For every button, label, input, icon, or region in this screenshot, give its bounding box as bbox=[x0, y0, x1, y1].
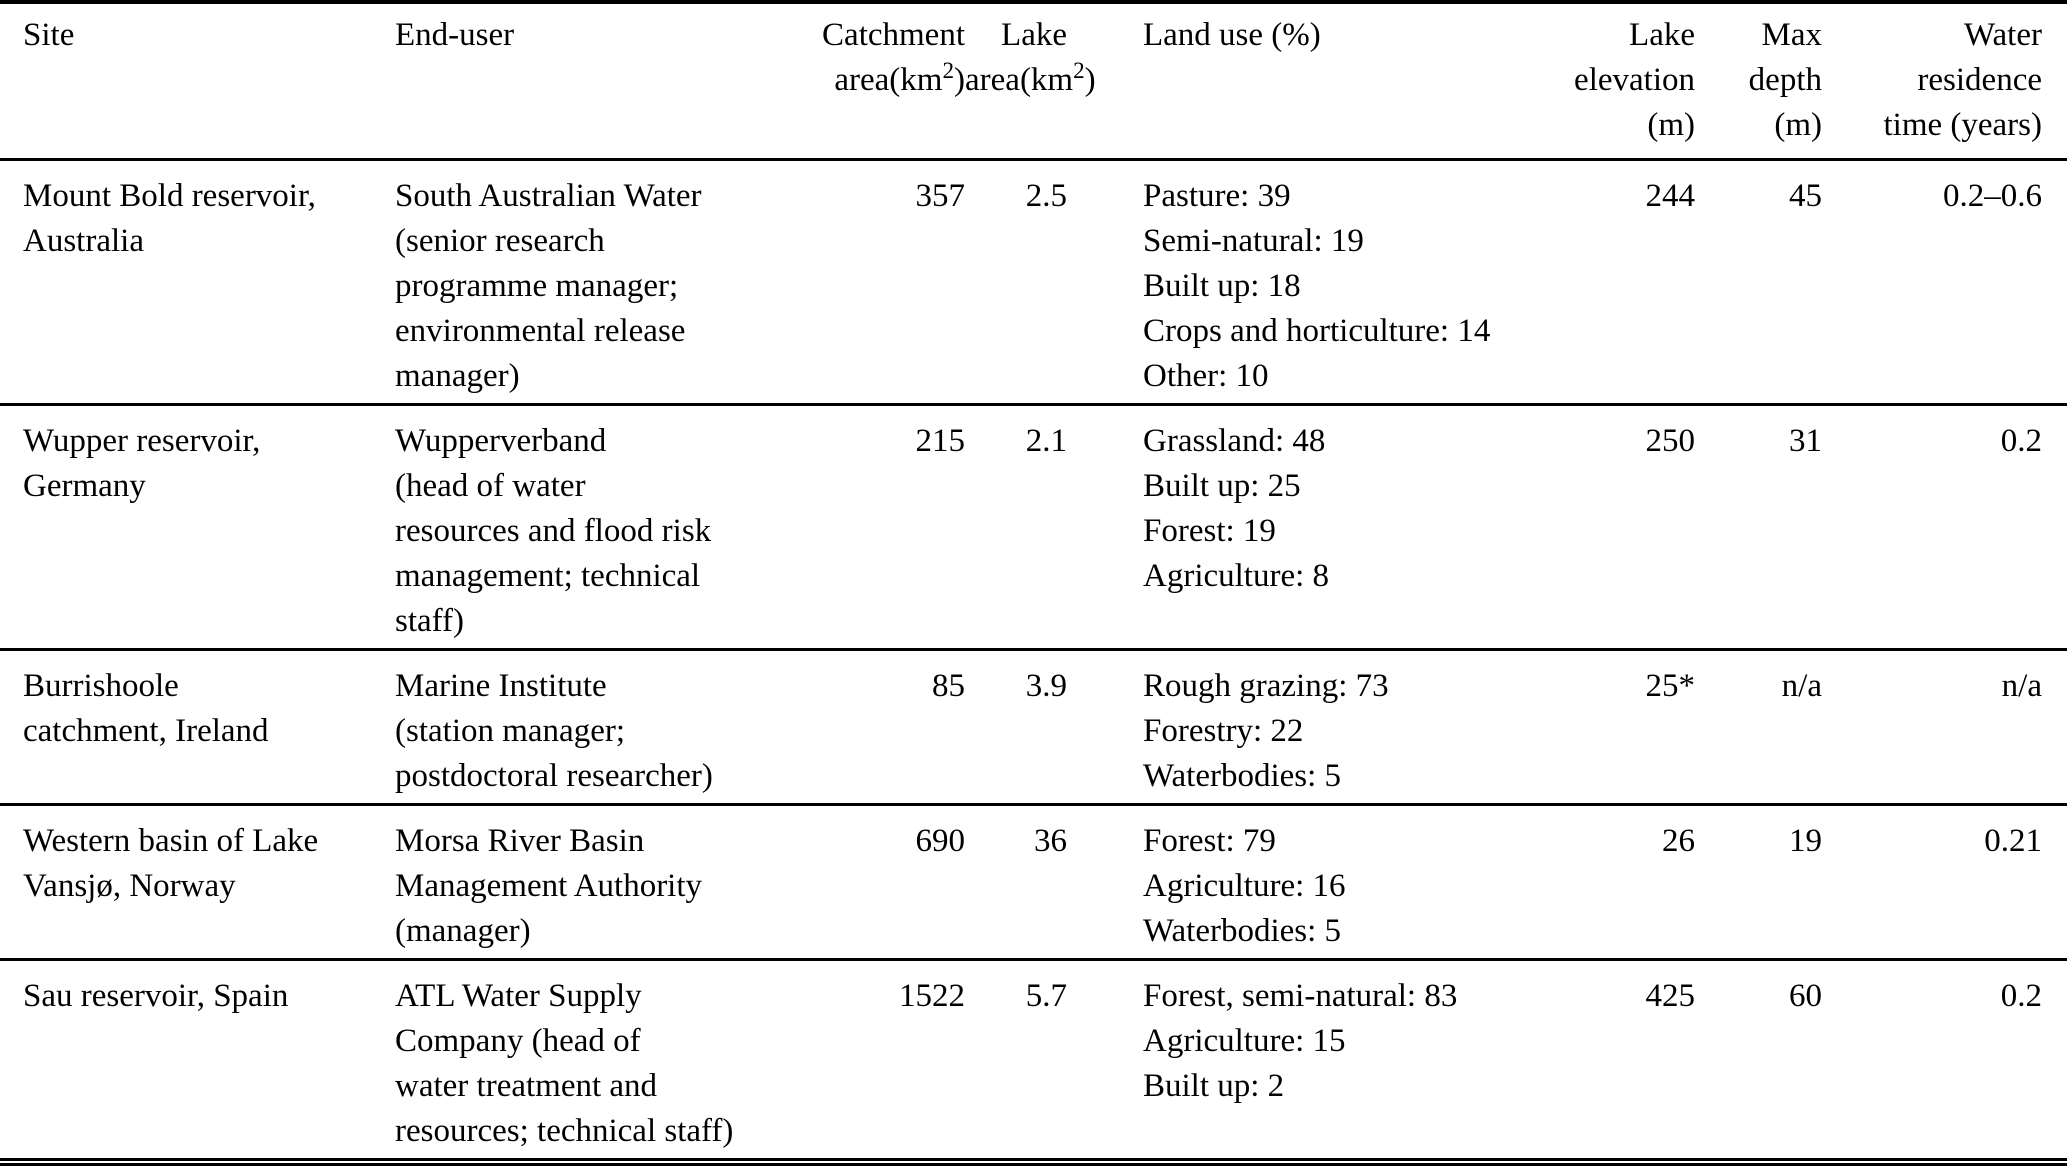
lake-area-unit: (km2) bbox=[1019, 57, 1096, 98]
site-cell: Mount Bold reservoir, Australia bbox=[23, 178, 316, 259]
max-depth-cell: 31 bbox=[1789, 423, 1822, 459]
end-user-cell: South Australian Water (senior research … bbox=[395, 178, 702, 394]
end-user-cell: Marine Institute (station manager; postd… bbox=[395, 668, 713, 794]
site-cell: Wupper reservoir, Germany bbox=[23, 423, 261, 504]
lake-area-cell: 5.7 bbox=[1025, 978, 1067, 1014]
lake-area-cell: 2.5 bbox=[1025, 178, 1067, 214]
lake-elevation-cell: 26 bbox=[1662, 823, 1695, 859]
lake-area-cell: 36 bbox=[1034, 823, 1067, 859]
catchment-area-cell: 85 bbox=[932, 668, 965, 704]
header-row: Site End-user Catchment area(km2) Lake a… bbox=[0, 2, 2067, 161]
column-header-max-depth: Max depth (m) bbox=[1695, 2, 1822, 161]
max-depth-cell: n/a bbox=[1781, 668, 1822, 704]
table-row-sau: Sau reservoir, Spain ATL Water Supply Co… bbox=[0, 959, 2067, 1163]
end-user-cell: Wupperverband (head of water resources a… bbox=[395, 423, 712, 639]
lake-elevation-cell: 244 bbox=[1645, 178, 1696, 214]
lake-area-cell: 3.9 bbox=[1025, 668, 1067, 704]
end-user-cell: ATL Water Supply Company (head of water … bbox=[395, 978, 734, 1149]
water-residence-cell: 0.2 bbox=[2000, 978, 2042, 1014]
catchment-area-cell: 1522 bbox=[899, 978, 965, 1014]
water-residence-cell: 0.21 bbox=[1984, 823, 2042, 859]
water-residence-cell: n/a bbox=[2001, 668, 2042, 704]
end-user-cell: Morsa River Basin Management Authority (… bbox=[395, 823, 703, 949]
superscript-2: 2 bbox=[942, 57, 954, 83]
land-use-cell: Forest, semi-natural: 83 Agriculture: 15… bbox=[1143, 978, 1458, 1104]
column-header-land-use: Land use (%) bbox=[1070, 2, 1560, 161]
table-header: Site End-user Catchment area(km2) Lake a… bbox=[0, 2, 2067, 161]
table-row-mount-bold: Mount Bold reservoir, Australia South Au… bbox=[0, 160, 2067, 405]
catchment-area-cell: 215 bbox=[915, 423, 966, 459]
max-depth-cell: 19 bbox=[1789, 823, 1822, 859]
column-header-end-user: End-user bbox=[390, 2, 790, 161]
table-row-wupper: Wupper reservoir, Germany Wupperverband … bbox=[0, 404, 2067, 650]
lake-elevation-cell: 25* bbox=[1645, 668, 1696, 704]
max-depth-cell: 45 bbox=[1789, 178, 1822, 214]
table-row-burrishoole: Burrishoole catchment, Ireland Marine In… bbox=[0, 649, 2067, 805]
site-cell: Burrishoole catchment, Ireland bbox=[23, 668, 269, 749]
land-use-cell: Pasture: 39 Semi-natural: 19 Built up: 1… bbox=[1143, 178, 1491, 394]
table-body: Mount Bold reservoir, Australia South Au… bbox=[0, 160, 2067, 1163]
max-depth-cell: 60 bbox=[1789, 978, 1822, 1014]
table-row-vansjo: Western basin of Lake Vansjø, Norway Mor… bbox=[0, 804, 2067, 960]
site-cell: Western basin of Lake Vansjø, Norway bbox=[23, 823, 319, 904]
superscript-2: 2 bbox=[1073, 57, 1085, 83]
catchment-area-cell: 357 bbox=[915, 178, 966, 214]
lake-elevation-cell: 425 bbox=[1645, 978, 1696, 1014]
water-residence-cell: 0.2–0.6 bbox=[1943, 178, 2042, 214]
column-header-site: Site bbox=[0, 2, 390, 161]
lake-elevation-cell: 250 bbox=[1645, 423, 1696, 459]
water-residence-cell: 0.2 bbox=[2000, 423, 2042, 459]
catchment-unit: (km2) bbox=[889, 57, 965, 98]
land-use-cell: Forest: 79 Agriculture: 16 Waterbodies: … bbox=[1143, 823, 1346, 949]
land-use-cell: Rough grazing: 73 Forestry: 22 Waterbodi… bbox=[1143, 668, 1389, 794]
land-use-cell: Grassland: 48 Built up: 25 Forest: 19 Ag… bbox=[1143, 423, 1330, 594]
column-header-catchment-area: Catchment area(km2) bbox=[790, 2, 965, 161]
column-header-water-residence-time: Water residence time (years) bbox=[1822, 2, 2067, 161]
column-header-lake-elevation: Lake elevation (m) bbox=[1560, 2, 1695, 161]
site-cell: Sau reservoir, Spain bbox=[23, 978, 289, 1014]
lake-area-cell: 2.1 bbox=[1025, 423, 1067, 459]
column-header-lake-area: Lake area(km2) bbox=[965, 2, 1096, 161]
catchment-area-cell: 690 bbox=[915, 823, 966, 859]
